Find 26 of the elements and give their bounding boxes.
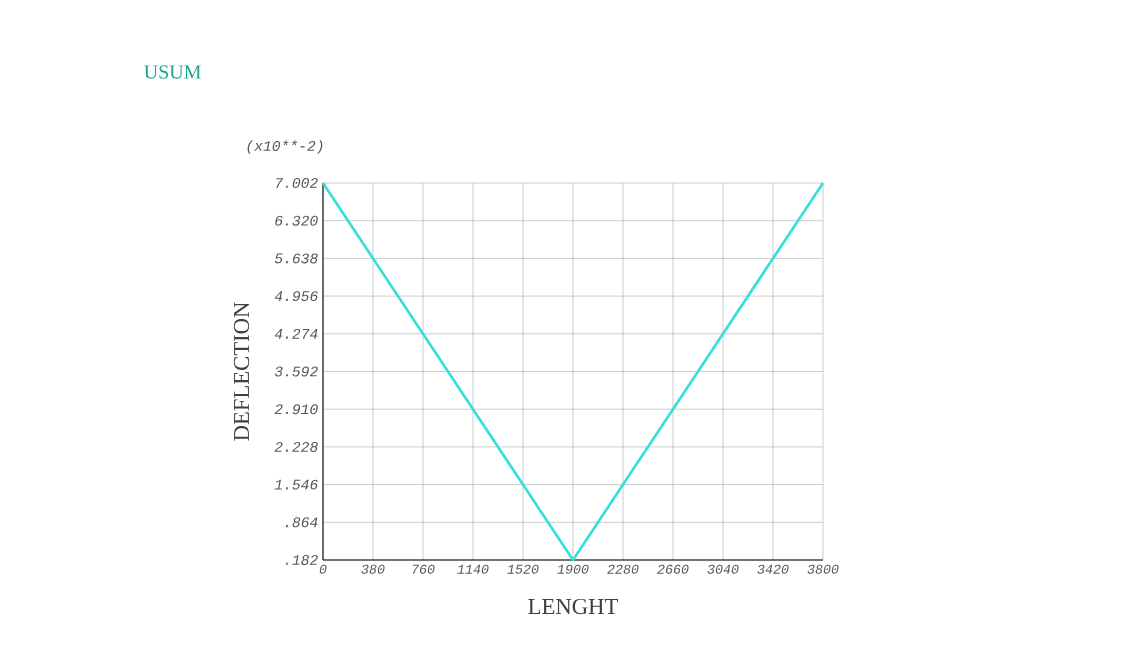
text: (x10**-2) (247, 140, 323, 154)
x-tick-label: 2280 (607, 564, 639, 574)
y-tick-label: 1.546 (274, 479, 318, 490)
chart-title: USUM (144, 65, 201, 79)
x-tick-label: 1520 (507, 564, 539, 574)
x-axis-title: LENGHT (528, 598, 618, 615)
x-tick-label: 0 (319, 564, 327, 574)
x-tick-label: 1140 (457, 564, 489, 574)
y-tick-label: 7.002 (276, 178, 318, 188)
y-tick-label: .864 (285, 517, 318, 528)
y-tick-label: 4.274 (274, 328, 318, 339)
y-tick-label: 4.956 (274, 291, 318, 302)
x-tick-label: 1900 (557, 564, 589, 574)
x-tick-label: 760 (412, 564, 435, 574)
x-tick-label: 380 (361, 564, 385, 574)
x-tick-label: 2660 (657, 564, 689, 574)
y-tick-label: .182 (285, 555, 318, 565)
y-tick-label: 6.320 (275, 215, 318, 226)
y-tick-label: 2.228 (274, 441, 318, 452)
y-tick-label: 2.910 (274, 404, 318, 415)
y-tick-label: 5.638 (274, 253, 318, 264)
x-tick-label: 3800 (807, 564, 839, 574)
y-tick-label: 3.592 (274, 366, 318, 377)
y-axis-title: DEFLECTION (233, 302, 250, 441)
x-tick-label: 3420 (757, 564, 789, 574)
x-tick-label: 3040 (707, 564, 739, 574)
